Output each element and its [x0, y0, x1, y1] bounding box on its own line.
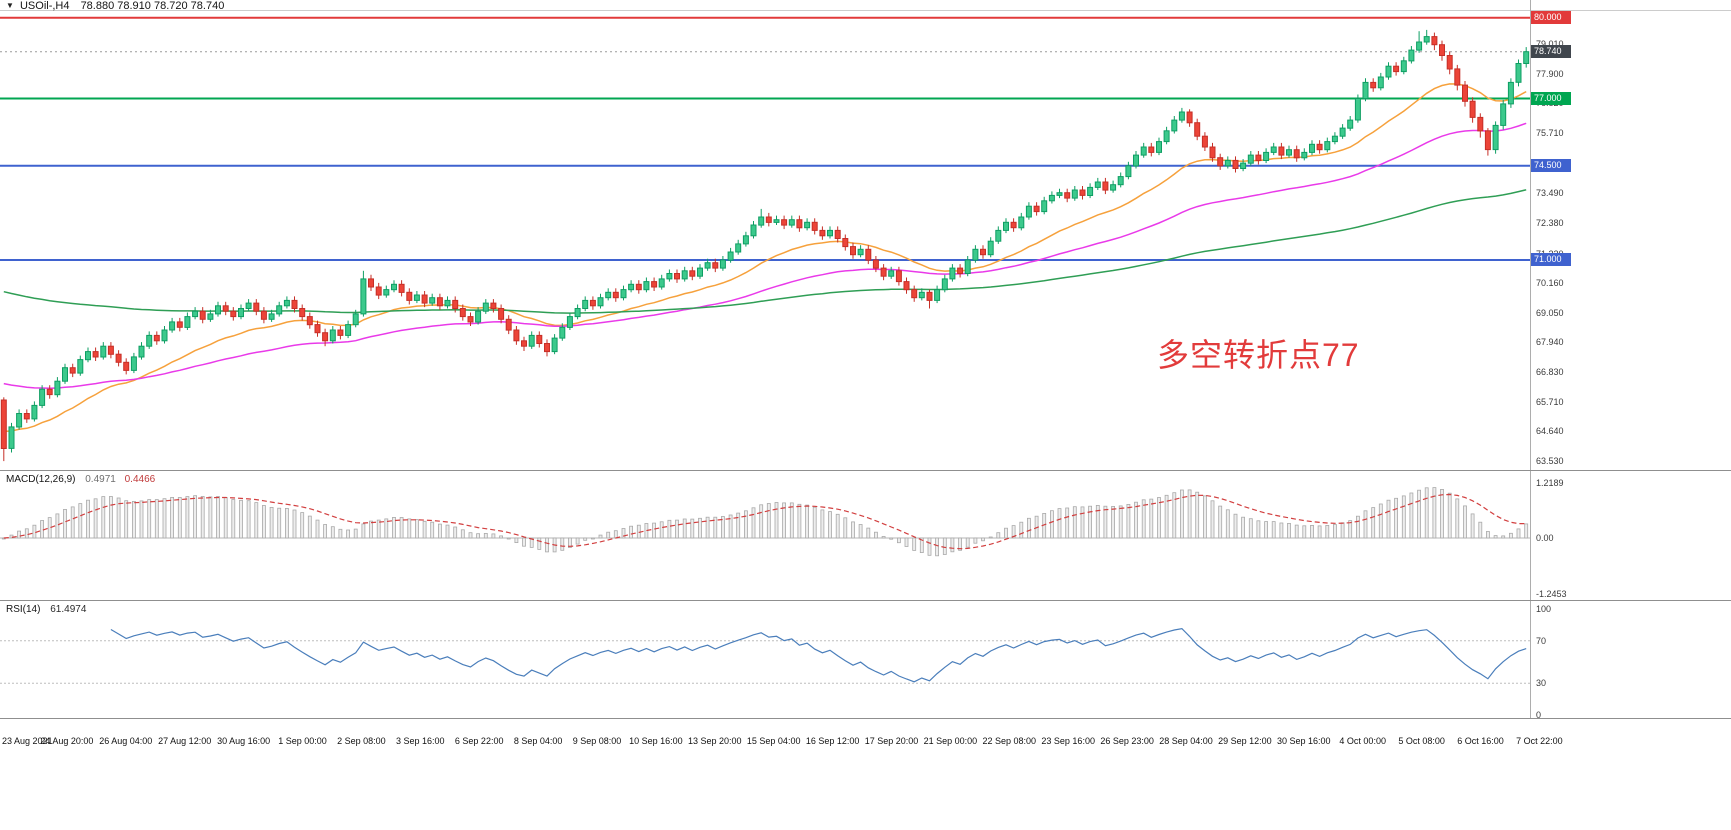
time-axis-label: 30 Sep 16:00: [1277, 736, 1331, 746]
time-axis-label: 6 Sep 22:00: [454, 736, 504, 746]
time-axis-label: 15 Sep 04:00: [746, 736, 801, 746]
price-scale-label: 64.640: [1536, 426, 1564, 436]
time-axis-label: 10 Sep 16:00: [629, 736, 683, 746]
rsi-scale-label: 0: [1536, 710, 1542, 719]
price-level-badge: 80.000: [1531, 11, 1571, 24]
rsi-label: RSI(14) 61.4974: [6, 604, 86, 615]
time-axis-label: 27 Aug 12:00: [158, 736, 212, 746]
time-axis-label: 17 Sep 20:00: [864, 736, 919, 746]
price-scale-label: 73.490: [1536, 188, 1564, 198]
chart-title: ▼ USOil-,H4 78.880 78.910 78.720 78.740: [6, 0, 225, 12]
time-axis-label: 13 Sep 20:00: [688, 736, 742, 746]
symbol-dropdown-icon[interactable]: ▼: [6, 1, 14, 10]
rsi-plot[interactable]: [0, 601, 1530, 718]
price-scale-label: 70.160: [1536, 278, 1564, 288]
macd-name: MACD(12,26,9): [6, 474, 76, 485]
macd-scale-label: -1.2453: [1536, 589, 1567, 599]
time-axis-label: 7 Oct 22:00: [1516, 736, 1563, 746]
time-axis-label: 8 Sep 04:00: [513, 736, 563, 746]
time-axis-label: 23 Aug 2021: [2, 736, 53, 746]
annotation-text: 多空转折点77: [1157, 337, 1360, 373]
time-axis-label: 1 Sep 00:00: [278, 736, 327, 746]
price-scale-label: 69.050: [1536, 308, 1564, 318]
candlestick-plot[interactable]: [0, 0, 1530, 470]
price-scale-label: 65.710: [1536, 397, 1564, 407]
price-scale-label: 66.830: [1536, 367, 1564, 377]
rsi-scale-label: 100: [1536, 604, 1552, 614]
time-axis-label: 21 Sep 00:00: [923, 736, 978, 746]
time-axis-label: 22 Sep 08:00: [982, 736, 1037, 746]
rsi-name: RSI(14): [6, 604, 41, 615]
price-level-badge: 77.000: [1531, 92, 1571, 105]
macd-scale-label: 1.2189: [1536, 478, 1564, 488]
price-scale-label: 67.940: [1536, 337, 1564, 347]
macd-scale[interactable]: 1.2189 0.00 -1.2453: [1530, 471, 1731, 600]
time-axis[interactable]: 23 Aug 2021 24 Aug 20:00 26 Aug 04:00 27 Au…: [0, 719, 1731, 830]
rsi-value: 61.4974: [50, 604, 87, 615]
time-axis-label: 6 Oct 16:00: [1457, 736, 1504, 746]
price-scale-label: 75.710: [1536, 128, 1564, 138]
macd-scale-label: 0.00: [1536, 533, 1554, 543]
macd-main-value: 0.4971: [85, 474, 116, 485]
time-axis-label: 9 Sep 08:00: [572, 736, 622, 746]
last-price-badge: 78.740: [1531, 45, 1571, 58]
price-scale-label: 79.010: [1536, 39, 1564, 49]
time-axis-label: 3 Sep 16:00: [396, 736, 445, 746]
price-scale-label: 77.900: [1536, 69, 1564, 79]
macd-panel[interactable]: MACD(12,26,9) 0.4971 0.4466 1.2189 0.00 -1…: [0, 471, 1731, 601]
macd-label: MACD(12,26,9) 0.4971 0.4466: [6, 474, 155, 485]
price-scale-label: 72.380: [1536, 218, 1564, 228]
price-scale-label: 63.530: [1536, 456, 1564, 466]
time-axis-label: 24 Aug 20:00: [40, 736, 94, 746]
time-axis-label: 26 Sep 23:00: [1100, 736, 1154, 746]
time-axis-label: 29 Sep 12:00: [1218, 736, 1272, 746]
price-chart-panel[interactable]: ▼ USOil-,H4 78.880 78.910 78.720 78.740 …: [0, 0, 1731, 471]
price-scale[interactable]: 79.01077.90076.82075.71073.49072.38071.2…: [1530, 0, 1731, 470]
symbol-label: USOil-,H4: [19, 0, 70, 12]
ohlc-values: 78.880 78.910 78.720 78.740: [80, 0, 225, 12]
macd-signal-value: 0.4466: [124, 474, 156, 485]
time-axis-label: 30 Aug 16:00: [217, 736, 271, 746]
time-axis-label: 4 Oct 00:00: [1339, 736, 1386, 746]
time-axis-label: 23 Sep 16:00: [1041, 736, 1095, 746]
macd-plot[interactable]: [0, 471, 1530, 600]
price-level-badge: 71.000: [1531, 253, 1571, 266]
rsi-panel[interactable]: RSI(14) 61.4974 100 70 30 0: [0, 601, 1731, 719]
chart-top-border: [0, 10, 1731, 11]
time-axis-label: 2 Sep 08:00: [337, 736, 386, 746]
price-level-badge: 74.500: [1531, 159, 1571, 172]
rsi-scale-label: 30: [1536, 678, 1547, 688]
rsi-scale-label: 70: [1536, 636, 1547, 646]
time-axis-label: 16 Sep 12:00: [805, 736, 860, 746]
time-axis-label: 5 Oct 08:00: [1398, 736, 1445, 746]
time-axis-label: 26 Aug 04:00: [99, 736, 153, 746]
time-axis-label: 28 Sep 04:00: [1159, 736, 1213, 746]
rsi-scale[interactable]: 100 70 30 0: [1530, 601, 1731, 718]
